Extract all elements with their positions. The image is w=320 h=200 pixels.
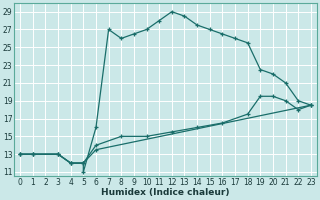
X-axis label: Humidex (Indice chaleur): Humidex (Indice chaleur) <box>101 188 230 197</box>
